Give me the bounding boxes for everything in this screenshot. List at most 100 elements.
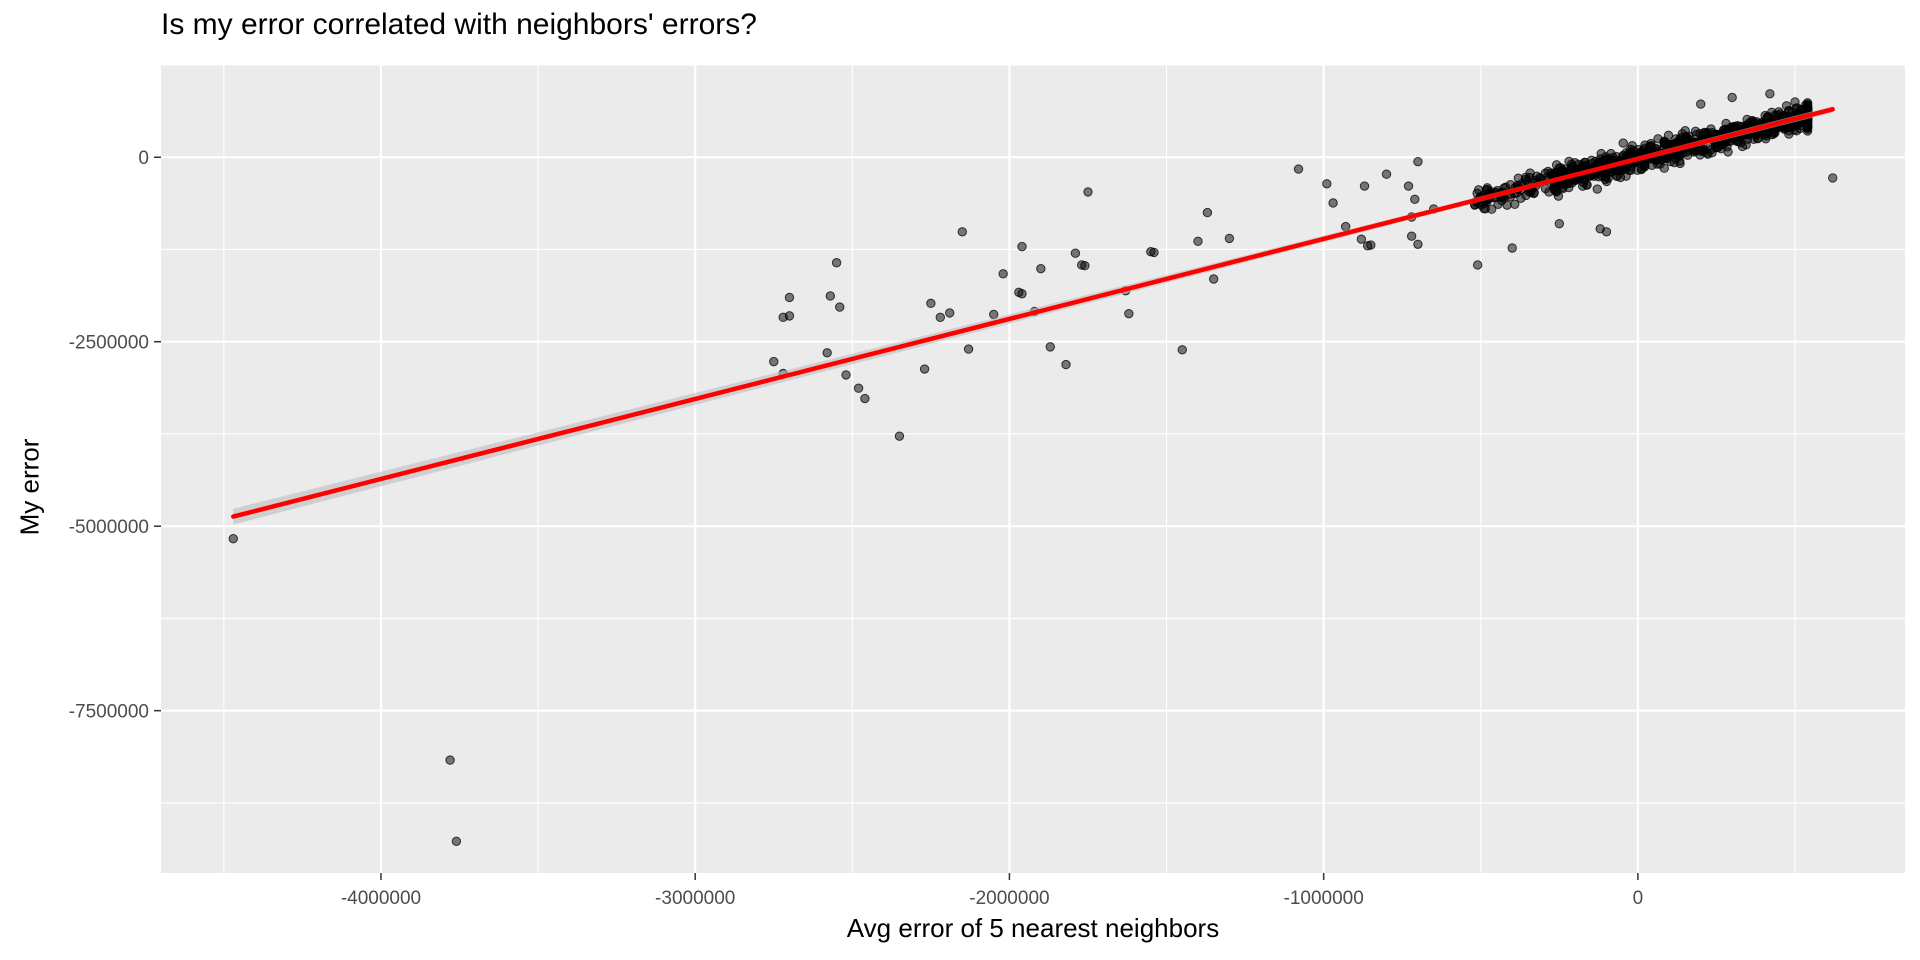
data-point — [1828, 173, 1838, 183]
data-point — [1726, 122, 1736, 132]
data-point — [1366, 240, 1376, 250]
data-point — [1765, 89, 1775, 99]
data-point — [1356, 234, 1367, 244]
data-point — [1149, 247, 1159, 258]
data-point — [784, 292, 795, 303]
data-point — [1652, 159, 1663, 169]
y-tick-label: -7500000 — [69, 702, 149, 723]
data-point — [1737, 141, 1748, 152]
data-point — [1602, 168, 1612, 179]
data-point — [1045, 342, 1055, 352]
data-point — [1582, 180, 1592, 190]
data-point — [1507, 243, 1517, 253]
data-point — [1775, 109, 1786, 119]
data-point — [1410, 194, 1420, 204]
data-point — [1727, 92, 1737, 103]
data-point — [1675, 156, 1685, 166]
data-point — [1559, 164, 1570, 174]
data-point — [769, 356, 779, 367]
data-point — [1513, 173, 1524, 183]
data-point — [1510, 199, 1520, 210]
data-point — [1080, 261, 1090, 271]
data-point — [1618, 138, 1628, 148]
data-point — [1767, 107, 1777, 118]
data-point — [1554, 218, 1565, 229]
data-point — [1696, 99, 1706, 109]
data-point — [945, 308, 955, 318]
x-tick-label: -2000000 — [969, 888, 1049, 909]
data-point — [853, 383, 864, 393]
data-point — [998, 269, 1008, 279]
data-point — [451, 836, 462, 846]
data-point — [926, 298, 936, 309]
chart-title: Is my error correlated with neighbors' e… — [161, 8, 757, 41]
data-point — [1481, 185, 1491, 195]
data-point — [935, 312, 946, 323]
data-point — [1493, 199, 1503, 209]
y-tick-label: -2500000 — [69, 333, 149, 354]
data-point — [919, 364, 930, 374]
data-point — [1564, 156, 1574, 167]
data-point — [784, 311, 795, 321]
fit-line — [231, 107, 1835, 519]
data-point — [1359, 181, 1370, 191]
y-tick-label: -5000000 — [69, 517, 149, 538]
data-point — [1601, 227, 1612, 237]
x-tick-label: -4000000 — [341, 888, 421, 909]
data-point — [1625, 144, 1636, 154]
data-point — [957, 227, 967, 237]
x-tick-label: 0 — [1633, 888, 1644, 909]
data-point — [860, 393, 870, 404]
data-point — [841, 370, 851, 380]
data-point — [1124, 308, 1134, 319]
data-point — [1070, 248, 1081, 258]
data-point — [1472, 260, 1483, 270]
data-point — [1381, 169, 1392, 179]
data-point — [1646, 138, 1656, 149]
y-tick-label: 0 — [138, 148, 149, 169]
data-point — [831, 258, 842, 268]
data-point — [1293, 164, 1304, 174]
data-point — [1328, 198, 1338, 208]
data-point — [1208, 274, 1219, 284]
data-point — [1790, 97, 1800, 107]
data-point — [1698, 144, 1708, 155]
data-point — [1486, 204, 1497, 214]
data-point — [1322, 179, 1332, 189]
data-point — [825, 291, 836, 301]
data-point — [1017, 289, 1027, 299]
data-point — [963, 344, 974, 354]
data-point — [835, 302, 845, 312]
data-point — [1611, 166, 1621, 176]
data-point — [1036, 263, 1046, 274]
data-point — [1413, 156, 1423, 167]
data-point — [894, 431, 905, 441]
data-point — [445, 755, 455, 765]
data-point — [1479, 203, 1489, 214]
data-point — [1403, 181, 1414, 191]
x-axis-title: Avg error of 5 nearest neighbors — [846, 913, 1220, 943]
data-point — [1802, 122, 1813, 133]
data-point — [989, 309, 999, 320]
x-tick-label: -1000000 — [1284, 888, 1364, 909]
data-point — [1540, 183, 1551, 194]
y-axis-title: My error — [14, 438, 45, 536]
data-point — [1224, 233, 1235, 244]
data-point — [1761, 134, 1771, 144]
data-point — [228, 534, 238, 544]
data-point — [1553, 191, 1564, 201]
data-point — [1413, 239, 1423, 250]
data-point — [822, 348, 832, 358]
plot-panel — [161, 65, 1905, 873]
data-point — [1202, 207, 1213, 218]
data-point — [1406, 231, 1417, 241]
data-point — [1632, 165, 1643, 175]
data-point — [1690, 126, 1701, 137]
data-point — [1083, 187, 1093, 197]
data-point — [1193, 236, 1203, 247]
data-point — [1545, 168, 1556, 178]
x-tick-label: -3000000 — [655, 888, 735, 909]
data-point — [1472, 188, 1482, 199]
